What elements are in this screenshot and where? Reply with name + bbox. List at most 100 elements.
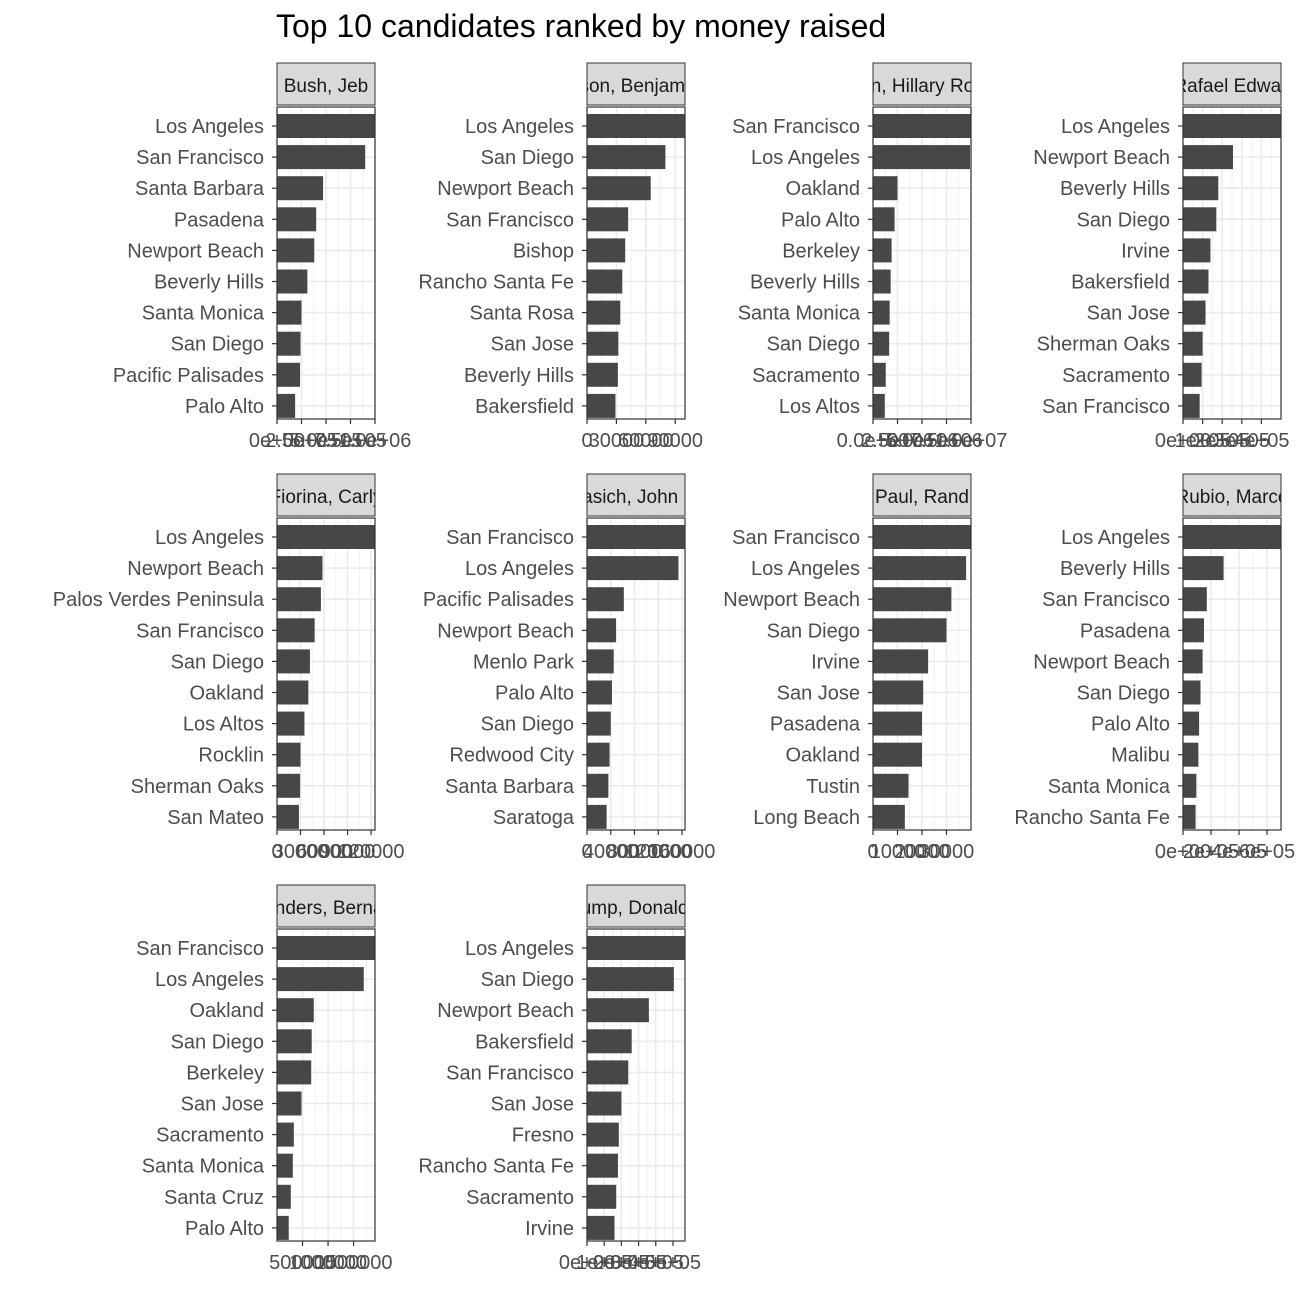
category-label: Sacramento — [752, 365, 860, 387]
bar — [1183, 618, 1204, 643]
category-label: Berkeley — [186, 1062, 264, 1084]
panel-border — [1182, 517, 1282, 831]
bar — [277, 618, 315, 643]
bar — [277, 556, 323, 581]
x-tick-label: 60000 — [618, 430, 674, 452]
bar — [1183, 556, 1224, 581]
bar — [587, 711, 611, 736]
bar — [587, 269, 623, 294]
category-label: Palo Alto — [495, 683, 574, 705]
x-tick-label: 5.0e+05 — [290, 430, 363, 452]
bar — [277, 742, 301, 767]
bar — [873, 587, 952, 612]
x-tick-label: 1500000 — [315, 1252, 393, 1274]
panel-7: Paul, Rand San Francisco Los Angeles Newpor… — [723, 473, 975, 863]
category-label: San Diego — [481, 969, 574, 991]
facet-strip-label: Cruz, Rafael Edward 'Ted' — [1123, 76, 1296, 97]
facet-strip — [276, 473, 376, 517]
panel-border — [586, 106, 686, 420]
bar — [277, 331, 301, 356]
bar — [1183, 649, 1203, 674]
panel-5: Fiorina, Carly Los Angeles Newport Beach Pa… — [53, 473, 404, 863]
category-label: Long Beach — [753, 807, 860, 829]
category-label: San Diego — [1077, 209, 1170, 231]
x-tick-label: 0 — [581, 430, 592, 452]
x-tick-label: 1e+05 — [1175, 430, 1231, 452]
category-label: Los Angeles — [1061, 116, 1170, 138]
category-label: Newport Beach — [723, 589, 860, 611]
bar — [587, 393, 616, 418]
bar — [1183, 331, 1203, 356]
category-label: Pacific Palisades — [113, 365, 264, 387]
category-label: Rocklin — [198, 745, 264, 767]
category-label: Newport Beach — [1033, 651, 1170, 673]
category-label: San Diego — [171, 334, 264, 356]
category-label: San Diego — [1077, 683, 1170, 705]
category-label: Santa Barbara — [135, 178, 265, 200]
category-label: San Francisco — [136, 620, 264, 642]
x-tick-label: 0 — [867, 841, 878, 863]
x-tick-label: 3e+05 — [1214, 430, 1270, 452]
category-label: San Diego — [171, 1031, 264, 1053]
bar — [587, 207, 629, 232]
x-tick-label: 90000 — [320, 841, 376, 863]
x-tick-label: 4e+05 — [1233, 430, 1289, 452]
bar — [873, 114, 971, 138]
bar — [587, 618, 617, 643]
bar — [873, 649, 929, 674]
x-tick-label: 60000 — [296, 841, 352, 863]
facet-strip — [1182, 473, 1282, 517]
category-label: Los Altos — [779, 396, 860, 418]
panel-border — [586, 517, 686, 831]
category-label: Palo Alto — [1091, 714, 1170, 736]
x-tick-label: 30000 — [919, 841, 975, 863]
bar — [277, 587, 321, 612]
category-label: San Diego — [481, 147, 574, 169]
bar — [1183, 680, 1201, 705]
category-label: Santa Monica — [1048, 776, 1171, 798]
bar — [873, 176, 898, 201]
category-label: Irvine — [525, 1218, 574, 1240]
x-tick-label: 90000 — [647, 430, 703, 452]
category-label: Pacific Palisades — [423, 589, 574, 611]
x-tick-label: 1000000 — [289, 1252, 367, 1274]
category-label: Palos Verdes Peninsula — [53, 589, 265, 611]
category-label: San Francisco — [732, 527, 860, 549]
panel-3: Clinton, Hillary Rodham San Francisco Los … — [732, 62, 1007, 452]
x-tick-label: 4e+05 — [1211, 841, 1267, 863]
bar — [587, 300, 621, 325]
bar — [1183, 742, 1199, 767]
category-label: Oakland — [190, 1000, 265, 1022]
category-label: San Jose — [491, 334, 574, 356]
bar — [587, 649, 614, 674]
bar — [1183, 300, 1206, 325]
category-label: Sacramento — [1062, 365, 1170, 387]
bar — [277, 1184, 291, 1209]
x-tick-label: 3e+05 — [610, 1252, 666, 1274]
bar — [873, 711, 922, 736]
bar — [873, 680, 924, 705]
bar — [1183, 587, 1207, 612]
category-label: Irvine — [1121, 240, 1170, 262]
facet-strip — [586, 884, 686, 928]
x-tick-label: 7.5e+06 — [910, 430, 983, 452]
bar — [587, 176, 651, 201]
category-label: San Francisco — [136, 938, 264, 960]
facet-strip — [872, 62, 972, 106]
facet-strip — [1182, 62, 1282, 106]
category-label: Tustin — [806, 776, 860, 798]
category-label: Los Angeles — [1061, 527, 1170, 549]
bar — [587, 1029, 632, 1054]
x-tick-label: 2e+05 — [1194, 430, 1250, 452]
category-label: Santa Barbara — [445, 776, 575, 798]
bar — [587, 773, 609, 798]
category-label: Rancho Santa Fe — [418, 272, 574, 294]
category-label: Pasadena — [770, 714, 861, 736]
category-label: San Francisco — [136, 147, 264, 169]
category-label: Los Angeles — [155, 116, 264, 138]
category-label: Bakersfield — [1071, 272, 1170, 294]
panel-2: Carson, Benjamin S. Los Angeles San Diego N… — [418, 62, 703, 452]
category-label: Santa Rosa — [469, 303, 574, 325]
x-tick-label: 2.5e+05 — [265, 430, 338, 452]
x-tick-label: 120000 — [625, 841, 692, 863]
